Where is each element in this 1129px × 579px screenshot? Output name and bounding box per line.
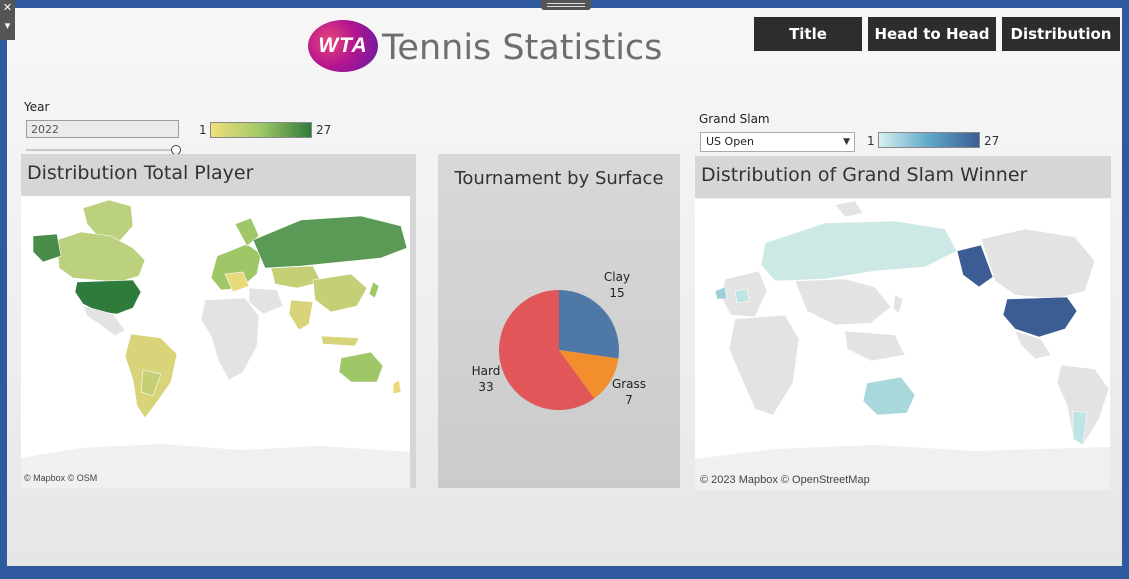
pie-label-hard: Hard 33 — [471, 364, 501, 394]
dropdown-arrow-icon[interactable]: ▼ — [843, 137, 850, 147]
year-filter-label: Year — [24, 100, 50, 114]
pie-slice-clay[interactable] — [559, 290, 619, 359]
left-panel-title: Distribution Total Player — [21, 154, 416, 196]
left-map-scrollbar[interactable] — [410, 196, 416, 488]
year-input[interactable]: 2022 — [26, 120, 179, 138]
chevron-down-icon[interactable]: ▾ — [4, 19, 11, 32]
grand-slam-select[interactable]: US Open ▼ — [700, 132, 855, 152]
map-graphic — [21, 196, 410, 488]
year-color-legend — [210, 122, 312, 138]
logo-text: WTA — [318, 34, 368, 57]
nav-head-to-head-button[interactable]: Head to Head — [868, 17, 996, 51]
right-map-attribution: © 2023 Mapbox © OpenStreetMap — [700, 474, 870, 486]
gs-legend-min: 1 — [867, 134, 875, 148]
gs-legend-max: 27 — [984, 134, 1000, 148]
pie-label-clay: Clay 15 — [603, 270, 631, 300]
window-controls[interactable]: ✕ ▾ — [0, 0, 15, 40]
map-graphic — [695, 199, 1110, 490]
grand-slam-filter-label: Grand Slam — [699, 112, 770, 126]
surface-pie-chart[interactable] — [438, 154, 680, 488]
year-legend-min: 1 — [199, 123, 207, 137]
gs-color-legend — [878, 132, 980, 148]
year-legend-max: 27 — [316, 123, 332, 137]
pie-panel: Tournament by Surface Clay 15 Grass 7 Hard… — [438, 154, 680, 488]
nav-title-button[interactable]: Title — [754, 17, 862, 51]
pie-slice-grass[interactable] — [559, 350, 619, 399]
right-panel-title: Distribution of Grand Slam Winner — [695, 156, 1111, 198]
player-distribution-map[interactable]: © Mapbox © OSM — [21, 196, 410, 488]
drag-handle[interactable] — [541, 0, 591, 10]
grand-slam-selected: US Open — [706, 135, 754, 148]
grand-slam-winner-map[interactable]: © 2023 Mapbox © OpenStreetMap — [695, 199, 1110, 490]
year-slider-track[interactable] — [26, 149, 179, 151]
nav-distribution-button[interactable]: Distribution — [1002, 17, 1120, 51]
pie-slice-hard[interactable] — [498, 290, 595, 411]
pie-chart-title: Tournament by Surface — [454, 168, 664, 189]
pie-label-grass: Grass 7 — [611, 377, 647, 407]
dashboard-canvas: WTA Tennis Statistics Title Head to Head… — [7, 8, 1122, 566]
close-icon[interactable]: ✕ — [2, 1, 13, 14]
left-map-attribution: © Mapbox © OSM — [24, 473, 98, 483]
page-title: Tennis Statistics — [382, 28, 663, 68]
wta-logo: WTA — [308, 20, 378, 72]
